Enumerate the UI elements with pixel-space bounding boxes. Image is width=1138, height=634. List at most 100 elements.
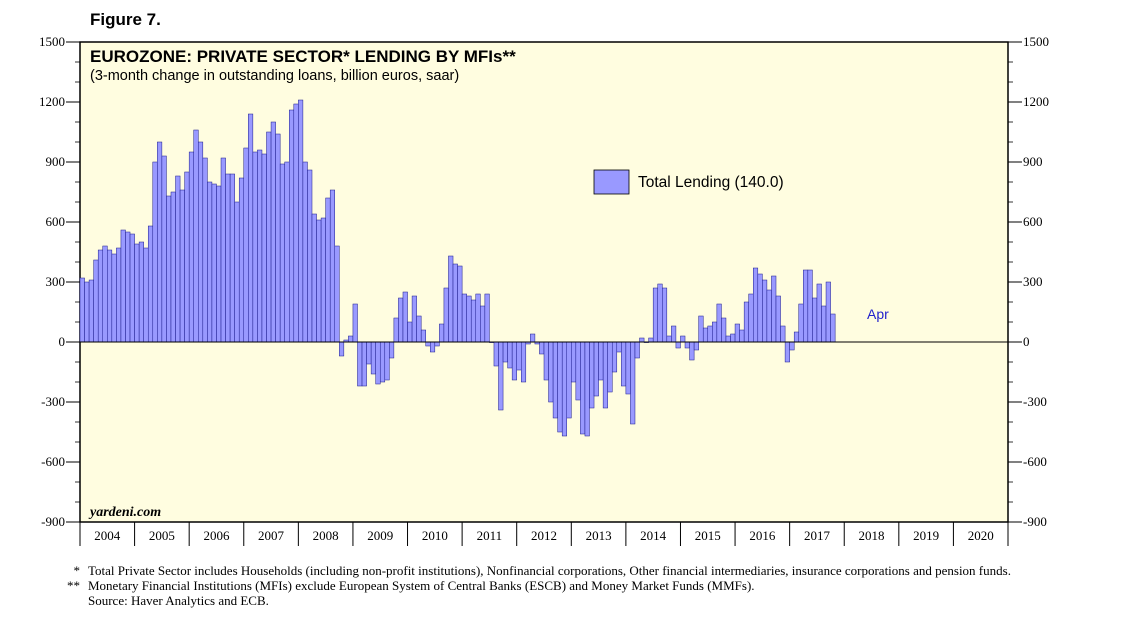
x-tick-label: 2010 — [422, 528, 448, 543]
chart-title: EUROZONE: PRIVATE SECTOR* LENDING BY MFI… — [90, 47, 516, 66]
bar — [602, 341, 608, 409]
bar — [243, 147, 249, 343]
bar — [775, 295, 781, 343]
bar — [807, 269, 813, 343]
bar — [675, 341, 681, 349]
bar — [425, 341, 431, 347]
bar — [561, 341, 568, 437]
bar — [93, 259, 99, 343]
bar — [571, 341, 577, 383]
bar — [580, 341, 586, 435]
bar — [439, 323, 445, 343]
bar — [307, 169, 313, 343]
bar — [357, 341, 363, 387]
bar — [420, 329, 426, 343]
bar — [302, 161, 308, 343]
bar — [134, 243, 140, 343]
bar — [143, 247, 149, 343]
bar — [766, 289, 772, 343]
footnote-source: Source: Haver Analytics and ECB. — [52, 593, 1052, 608]
bar — [84, 281, 90, 343]
bar — [329, 189, 336, 343]
x-tick-label: 2013 — [586, 528, 612, 543]
bar — [593, 341, 599, 397]
bar — [543, 341, 549, 381]
bar — [780, 325, 786, 343]
bar — [361, 341, 367, 387]
bar — [120, 229, 126, 343]
bar — [211, 183, 217, 343]
bar — [193, 129, 199, 343]
bar — [111, 253, 117, 343]
bar — [366, 341, 372, 365]
x-tick-label: 2009 — [367, 528, 393, 543]
bar — [716, 303, 722, 343]
bar — [530, 333, 536, 343]
y-tick-label-left: -900 — [41, 514, 65, 529]
bar — [370, 341, 376, 375]
bar — [102, 245, 108, 343]
bar — [279, 163, 285, 343]
axes-group: -900 -900 -600 -600 -300 -300 0 0 300 300 600 600 90… — [39, 34, 1049, 546]
y-tick-label-right: 1500 — [1023, 34, 1049, 49]
y-tick-label-left: 1500 — [39, 34, 65, 49]
x-tick-label: 2015 — [695, 528, 721, 543]
footnote-mark: * — [73, 563, 81, 578]
bar — [334, 245, 340, 343]
x-tick-label: 2019 — [913, 528, 939, 543]
bar — [316, 219, 322, 343]
bar — [470, 299, 477, 343]
bar — [238, 177, 245, 343]
figure-label: Figure 7. — [90, 10, 161, 29]
bar — [725, 335, 731, 343]
bar — [680, 335, 686, 343]
footnote-text: Monetary Financial Institutions (MFIs) e… — [88, 578, 755, 593]
bar — [434, 341, 440, 347]
bar — [762, 279, 768, 343]
y-tick-label-left: 600 — [46, 214, 66, 229]
bar — [461, 293, 467, 343]
bar — [457, 265, 463, 343]
bar — [202, 157, 208, 343]
bar — [630, 341, 636, 425]
bars-group — [79, 99, 836, 437]
bar — [634, 341, 640, 359]
bar — [566, 341, 572, 419]
bar — [393, 317, 399, 343]
y-tick-label-right: 300 — [1023, 274, 1043, 289]
bar — [411, 295, 417, 343]
bar — [507, 341, 513, 369]
bar — [493, 341, 499, 367]
bar — [798, 303, 804, 343]
bar — [702, 327, 709, 343]
y-tick-label-right: 0 — [1023, 334, 1030, 349]
bar — [657, 283, 663, 343]
x-tick-label: 2018 — [859, 528, 885, 543]
bar — [821, 305, 827, 343]
bar — [348, 335, 354, 343]
bar — [220, 157, 226, 343]
x-tick-label: 2014 — [640, 528, 667, 543]
bar — [198, 141, 204, 343]
bar — [516, 341, 522, 371]
bar — [662, 287, 668, 343]
bar — [511, 341, 517, 381]
bar — [452, 263, 458, 343]
bar — [97, 249, 103, 343]
bar — [170, 191, 176, 343]
bar — [234, 201, 240, 343]
bar — [552, 341, 558, 419]
bar — [648, 337, 654, 343]
bar — [498, 341, 504, 411]
bar — [257, 149, 263, 343]
bar — [125, 231, 131, 343]
bar — [557, 341, 563, 433]
bar — [384, 341, 390, 381]
source-text: Source: Haver Analytics and ECB. — [88, 593, 269, 608]
bar — [739, 329, 745, 343]
bar — [539, 341, 545, 355]
legend-swatch — [593, 169, 630, 195]
bar — [689, 341, 695, 361]
bar — [607, 341, 613, 393]
bar — [825, 281, 831, 343]
